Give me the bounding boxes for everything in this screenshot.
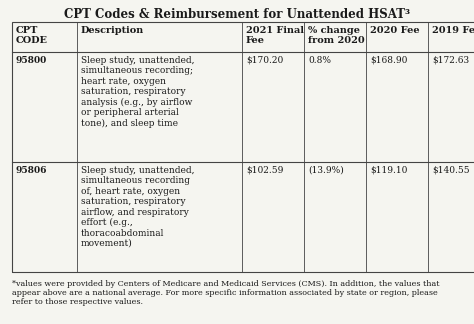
Text: % change
from 2020: % change from 2020 [308, 26, 365, 45]
Text: (13.9%): (13.9%) [308, 166, 344, 175]
Text: *values were provided by Centers of Medicare and Medicaid Services (CMS). In add: *values were provided by Centers of Medi… [12, 280, 439, 307]
Text: 2021 Final
Fee: 2021 Final Fee [246, 26, 304, 45]
Text: $102.59: $102.59 [246, 166, 283, 175]
Text: $170.20: $170.20 [246, 56, 283, 65]
Text: 95806: 95806 [16, 166, 47, 175]
Bar [12, 22, 474, 272]
Text: Sleep study, unattended,
simultaneous recording
of, heart rate, oxygen
saturatio: Sleep study, unattended, simultaneous re… [81, 166, 194, 248]
Text: $172.63: $172.63 [432, 56, 469, 65]
Text: $119.10: $119.10 [370, 166, 407, 175]
Text: 95800: 95800 [16, 56, 47, 65]
Text: 0.8%: 0.8% [308, 56, 331, 65]
Text: $168.90: $168.90 [370, 56, 407, 65]
Text: CPT Codes & Reimbursement for Unattended HSAT³: CPT Codes & Reimbursement for Unattended… [64, 8, 410, 21]
Text: CPT
CODE: CPT CODE [16, 26, 48, 45]
Text: 2019 Fee: 2019 Fee [432, 26, 474, 35]
Text: 2020 Fee: 2020 Fee [370, 26, 419, 35]
Text: $140.55: $140.55 [432, 166, 470, 175]
Text: Sleep study, unattended,
simultaneous recording;
heart rate, oxygen
saturation, : Sleep study, unattended, simultaneous re… [81, 56, 194, 128]
Text: Description: Description [81, 26, 144, 35]
